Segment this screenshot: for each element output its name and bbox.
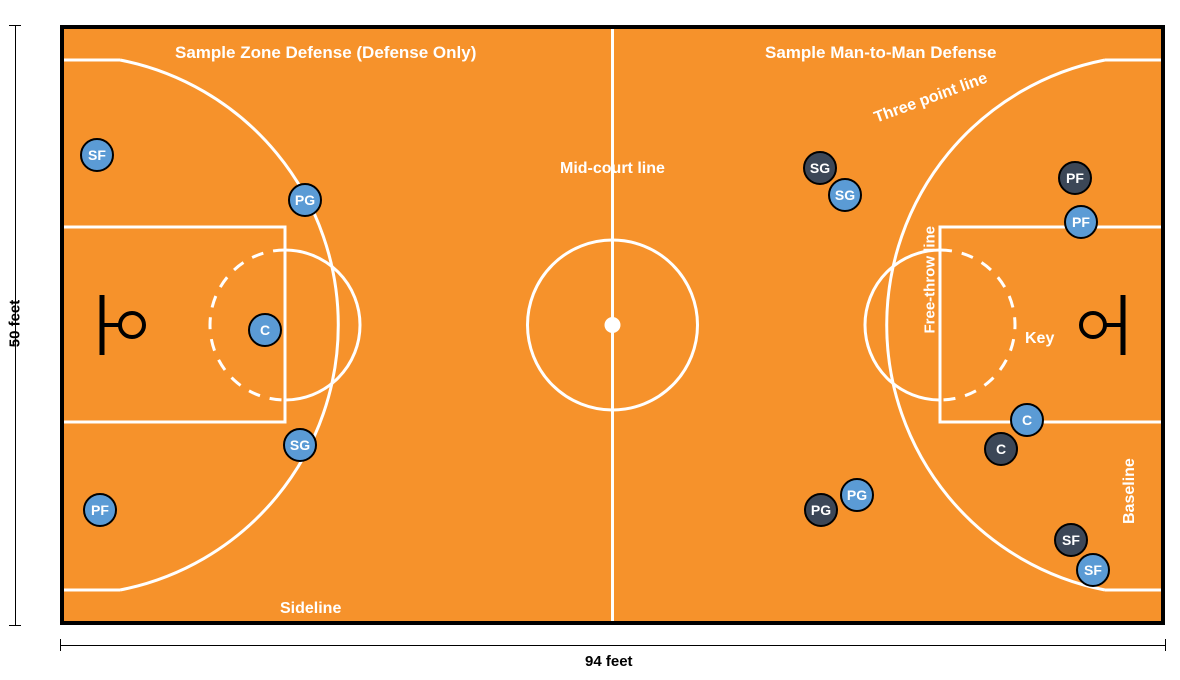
player-marker: SG (283, 428, 317, 462)
player-marker: C (984, 432, 1018, 466)
court-label: Sideline (280, 600, 341, 618)
player-marker: PG (840, 478, 874, 512)
dim-h-tick-r (1165, 639, 1166, 651)
court-label: Sample Man-to-Man Defense (765, 43, 996, 63)
player-marker: PF (1058, 161, 1092, 195)
dim-h-tick-l (60, 639, 61, 651)
court-label: Mid-court line (560, 160, 665, 178)
dim-h-line (60, 645, 1165, 646)
court-label: Baseline (1121, 458, 1139, 524)
player-marker: SF (1076, 553, 1110, 587)
player-marker: PG (288, 183, 322, 217)
player-marker: SG (828, 178, 862, 212)
player-marker: SF (80, 138, 114, 172)
player-marker: PF (1064, 205, 1098, 239)
player-marker: PF (83, 493, 117, 527)
dim-v-tick-bot (9, 625, 21, 626)
court-label: Free-throw line (922, 226, 939, 334)
player-marker: SG (803, 151, 837, 185)
height-label: 50 feet (6, 300, 23, 348)
width-label: 94 feet (585, 653, 633, 670)
player-marker: C (1010, 403, 1044, 437)
player-marker: SF (1054, 523, 1088, 557)
court-label: Key (1025, 330, 1054, 348)
diagram-container: 50 feet 94 feet (5, 5, 1180, 675)
court-border (60, 25, 1165, 625)
player-marker: PG (804, 493, 838, 527)
dim-v-tick-top (9, 25, 21, 26)
court-label: Sample Zone Defense (Defense Only) (175, 43, 476, 63)
player-marker: C (248, 313, 282, 347)
